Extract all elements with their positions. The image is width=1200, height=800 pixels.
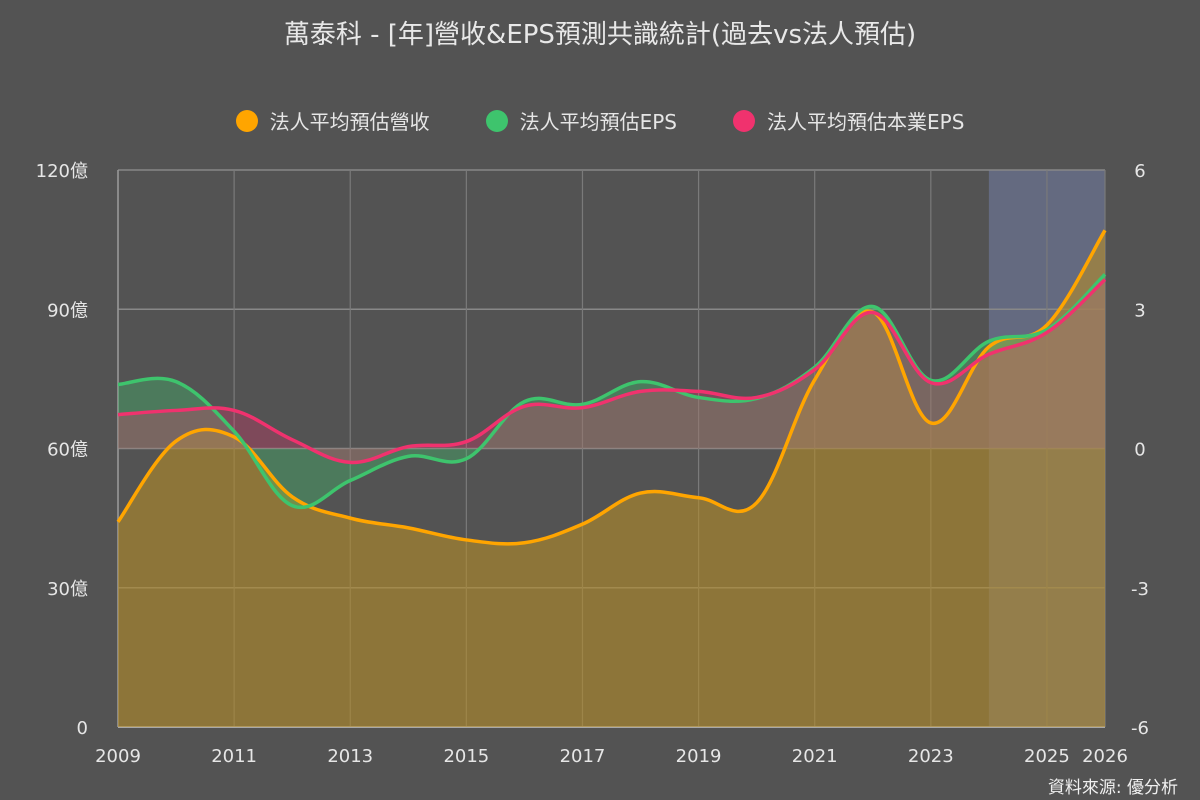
legend-item-revenue[interactable]: 法人平均預估營收 [235, 106, 430, 135]
legend-marker [485, 109, 508, 132]
x-tick-label: 2025 [1024, 746, 1070, 767]
legend-marker [733, 109, 755, 132]
x-tick-label: 2026 [1082, 746, 1128, 767]
y-right-tick-label: 6 [1134, 161, 1145, 182]
x-tick-label: 2023 [908, 746, 954, 767]
y-left-tick-label: 90億 [47, 300, 88, 321]
legend-label: 法人平均預估本業EPS [767, 110, 965, 134]
y-right-tick-label: 0 [1134, 440, 1145, 461]
legend: 法人平均預估營收 法人平均預估EPS 法人平均預估本業EPS [0, 106, 1200, 135]
legend-label: 法人平均預估營收 [269, 110, 430, 134]
series-area-2 [118, 279, 1105, 463]
x-tick-label: 2009 [95, 746, 141, 767]
series-line-0 [116, 229, 1107, 546]
series-line-1 [117, 273, 1107, 510]
y-left-tick-label: 0 [77, 718, 88, 739]
y-right-tick-label: -3 [1131, 579, 1149, 600]
series-line-2 [117, 278, 1107, 465]
chart-title: 萬泰科 - [年]營收&EPS預測共識統計(過去vs法人預估) [283, 20, 917, 50]
legend-marker [235, 109, 258, 132]
y-right-tick-label: 3 [1134, 300, 1145, 321]
x-tick-label: 2013 [327, 746, 373, 767]
x-tick-label: 2017 [560, 746, 606, 767]
x-tick-label: 2021 [792, 746, 838, 767]
legend-item-core-eps[interactable]: 法人平均預估本業EPS [733, 106, 964, 135]
x-tick-label: 2011 [211, 746, 257, 767]
x-tick-label: 2015 [443, 746, 489, 767]
source-note: 資料來源: 優分析 [1047, 778, 1178, 798]
series-area-0 [118, 230, 1105, 727]
legend-label: 法人平均預估EPS [519, 110, 677, 134]
series-area-1 [118, 274, 1105, 508]
y-left-tick-label: 30億 [47, 579, 88, 600]
legend-item-eps[interactable]: 法人平均預估EPS [485, 106, 677, 135]
x-tick-label: 2019 [676, 746, 722, 767]
y-left-tick-label: 120億 [36, 161, 88, 182]
y-right-tick-label: -6 [1131, 718, 1149, 739]
y-left-tick-label: 60億 [47, 440, 88, 461]
